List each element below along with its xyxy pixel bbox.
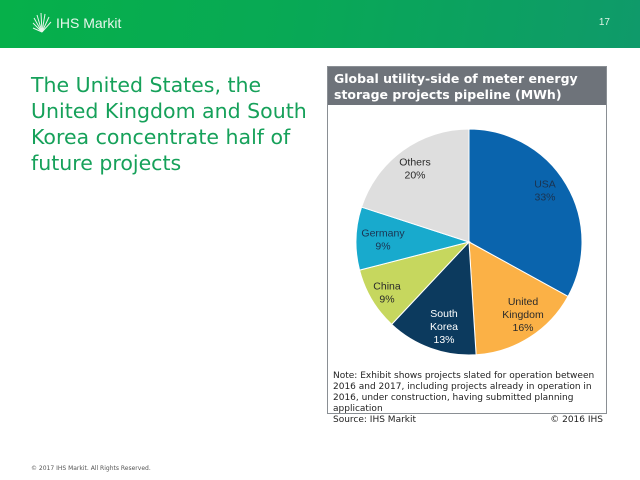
pie-slice-others: [360, 128, 470, 243]
page-number: 17: [598, 17, 610, 28]
exhibit-box: Global utility-side of meter energy stor…: [327, 66, 607, 425]
brand-name: IHS Markit: [56, 15, 122, 31]
pie-label: South Korea 13%: [430, 308, 458, 346]
pie-chart: USA 33% United Kingdom 16% South Korea 13% China…: [355, 128, 583, 356]
pie-label: USA 33%: [534, 179, 556, 204]
pie-slice-south-korea: [390, 240, 477, 356]
slide-headline: The United States, the United Kingdom an…: [31, 73, 307, 175]
ihs-sunburst-icon: [32, 12, 52, 33]
exhibit-note-block: Note: Exhibit shows projects slated for …: [333, 371, 603, 426]
header-banner: IHS Markit 17: [0, 0, 640, 48]
exhibit-note: Note: Exhibit shows projects slated for …: [333, 371, 595, 414]
pie-label: Others 20%: [399, 157, 431, 182]
exhibit-title: Global utility-side of meter energy stor…: [328, 67, 606, 105]
footer-copyright: © 2017 IHS Markit. All Rights Reserved.: [31, 465, 151, 472]
pie-label: China 9%: [373, 281, 401, 306]
pie-slice-united-kingdom: [468, 241, 569, 356]
pie-slice-usa: [468, 128, 583, 298]
pie-label: United Kingdom 16%: [502, 296, 544, 334]
exhibit-copyright: © 2016 IHS: [550, 415, 603, 425]
pie-label: Germany 9%: [361, 228, 405, 253]
exhibit-source: Source: IHS Markit: [333, 415, 417, 425]
brand-logo: IHS Markit: [32, 12, 121, 34]
